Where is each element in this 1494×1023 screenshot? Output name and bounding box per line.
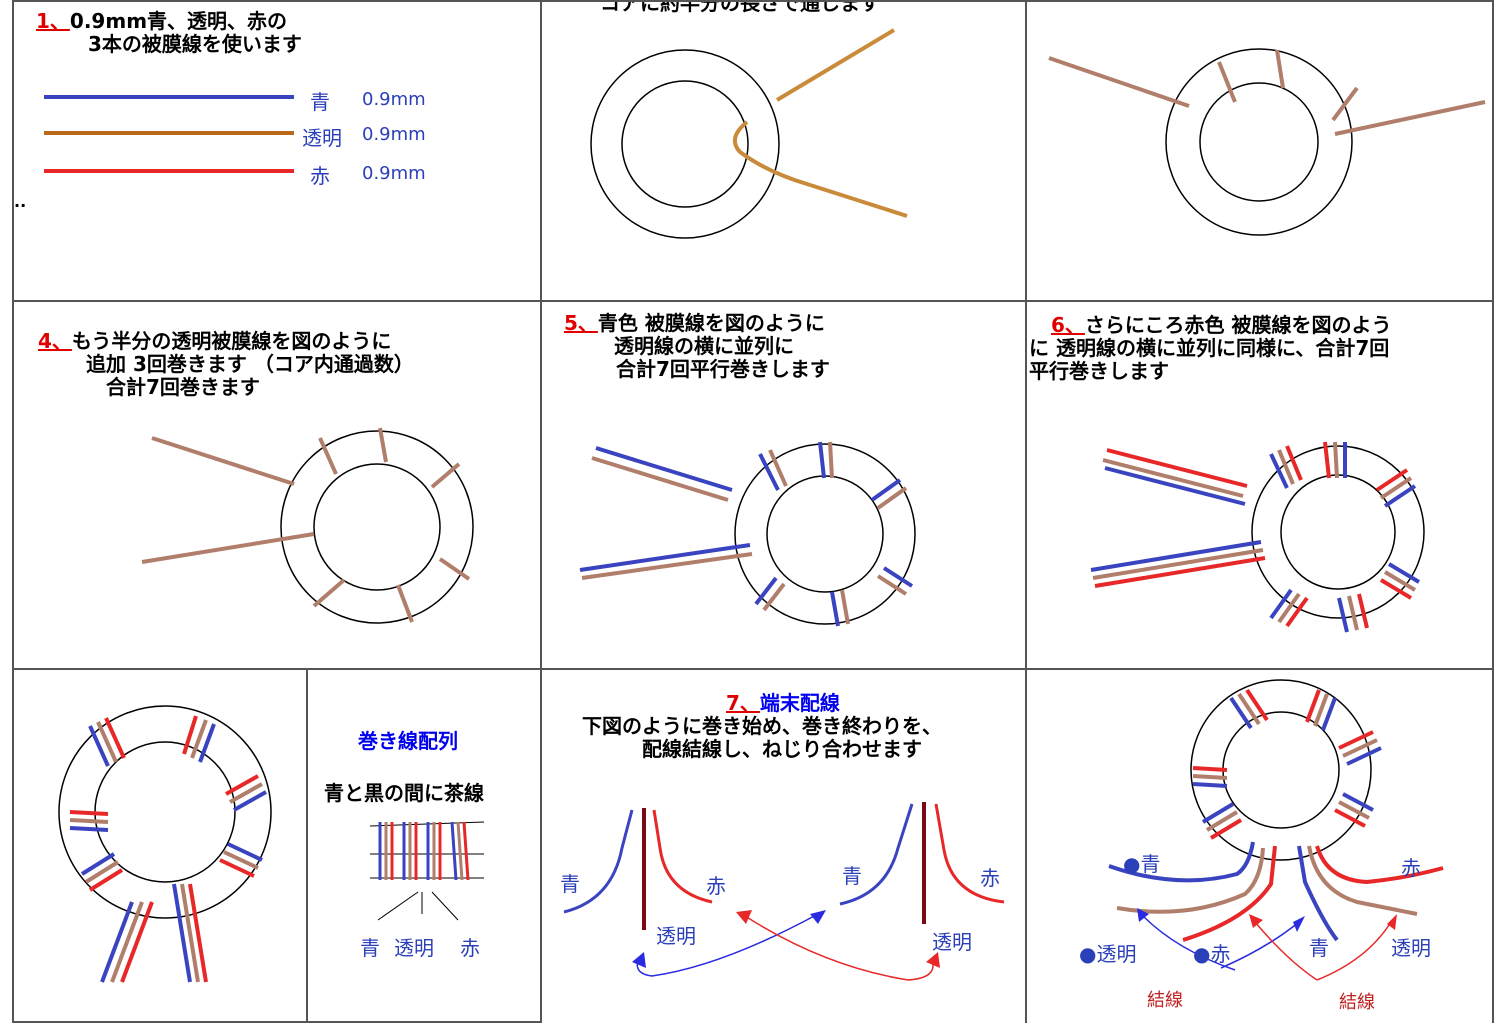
step-4-caption: 4、もう半分の透明被膜線を図のように 追加 3回巻きます （コア内通過数） 合計… — [38, 330, 414, 399]
step-number: 1、 — [36, 9, 70, 33]
label-clear-right: 透明 — [932, 930, 972, 954]
caption-line: 平行巻きします — [1029, 359, 1169, 383]
panel-step-6: 6、さらにころ赤色 被膜線を図のよう に 透明線の横に並列に同様に、合計7回 平… — [1025, 300, 1494, 670]
order-label-clear: 透明 — [394, 936, 434, 960]
panel-winding-order: 巻き線配列 青と黒の間に茶線 青 透明 赤 — [306, 668, 542, 1023]
label-blue-left: 青 — [560, 872, 580, 896]
caption-line: 0.9mm青、透明、赤の — [69, 9, 288, 33]
toroid-7-turns-drawing — [141, 427, 474, 624]
label-join-1: 結線 — [1147, 990, 1183, 1011]
step-number: 6、 — [1051, 313, 1085, 337]
step-number: 7、 — [726, 691, 760, 715]
order-label-red: 赤 — [460, 936, 480, 960]
dots: .. — [14, 192, 27, 211]
label-red: 赤 — [1401, 856, 1421, 880]
step-number: 4、 — [38, 329, 72, 353]
panel-step-3 — [1025, 0, 1494, 302]
step-6-caption: 6、さらにころ赤色 被膜線を図のよう に 透明線の横に並列に同様に、合計7回 平… — [1029, 314, 1392, 383]
panel-finished-toroid — [12, 668, 308, 1023]
panel-step-1: 1、0.9mm青、透明、赤の 3本の被膜線を使います 青 0.9mm 透明 0.… — [12, 0, 542, 302]
legend-red-name: 赤 — [310, 164, 330, 188]
legend-clear-size: 0.9mm — [362, 124, 426, 145]
caption-line: 合計7回巻きます — [106, 375, 260, 399]
step-2-caption: コアに約半分の長さで通します — [600, 0, 880, 15]
label-blue-right: 青 — [842, 864, 862, 888]
toroid-blue-parallel-drawing — [579, 441, 916, 627]
caption-line: 透明線の横に並列に — [614, 334, 794, 358]
toroid-red-parallel-drawing — [1090, 441, 1425, 633]
caption-line: さらにころ赤色 被膜線を図のよう — [1084, 313, 1392, 337]
panel-step-7: 7、端末配線 下図のように巻き始め、巻き終わりを、 配線結線し、ねじり合わせます… — [540, 668, 1027, 1023]
caption-line: 合計7回平行巻きします — [616, 357, 830, 381]
label-clear-dot: ●透明 — [1079, 942, 1137, 966]
label-join-2: 結線 — [1339, 992, 1375, 1013]
legend-red-size: 0.9mm — [362, 163, 426, 184]
step-5-caption: 5、青色 被膜線を図のように 透明線の横に並列に 合計7回平行巻きします — [564, 312, 830, 381]
toroid-winding-drawing — [1048, 48, 1486, 236]
toroid-core-drawing — [590, 28, 908, 239]
step-7-caption: 7、端末配線 下図のように巻き始め、巻き終わりを、 配線結線し、ねじり合わせます — [582, 692, 942, 761]
caption-line: 配線結線し、ねじり合わせます — [642, 737, 922, 761]
caption-line: もう半分の透明被膜線を図のように — [71, 329, 392, 353]
caption-line: 3本の被膜線を使います — [88, 32, 302, 56]
step-7-title: 端末配線 — [759, 691, 840, 715]
step-number: 5、 — [564, 311, 598, 335]
winding-order-subtitle: 青と黒の間に茶線 — [324, 781, 484, 805]
label-clear-left: 透明 — [656, 924, 696, 948]
finished-toroid-drawing — [58, 705, 272, 983]
legend-blue-size: 0.9mm — [362, 89, 426, 110]
legend-clear-name: 透明 — [302, 126, 342, 150]
label-red-left: 赤 — [706, 874, 726, 898]
winding-order-title: 巻き線配列 — [358, 729, 458, 753]
caption-line: 下図のように巻き始め、巻き終わりを、 — [582, 714, 942, 738]
label-blue-dot: ●青 — [1123, 852, 1161, 876]
winding-order-drawing — [369, 821, 485, 921]
final-wiring-drawing — [1108, 679, 1444, 981]
label-clear: 透明 — [1391, 936, 1431, 960]
caption-line: 追加 3回巻きます （コア内通過数） — [86, 352, 414, 376]
legend-blue-name: 青 — [310, 90, 330, 114]
panel-step-2: コアに約半分の長さで通します — [540, 0, 1027, 302]
panel-final-wiring: ●青 赤 ●透明 ●赤 青 透明 結線 結線 — [1025, 668, 1494, 1023]
panel-step-5: 5、青色 被膜線を図のように 透明線の横に並列に 合計7回平行巻きします — [540, 300, 1027, 670]
caption-line: に 透明線の横に並列に同様に、合計7回 — [1029, 336, 1390, 360]
step-1-caption: 1、0.9mm青、透明、赤の 3本の被膜線を使います — [36, 10, 302, 56]
wire-legend-drawing — [44, 95, 294, 173]
label-blue: 青 — [1309, 936, 1329, 960]
order-label-blue: 青 — [360, 936, 380, 960]
terminal-wiring-drawing — [563, 802, 1005, 981]
panel-step-4: 4、もう半分の透明被膜線を図のように 追加 3回巻きます （コア内通過数） 合計… — [12, 300, 542, 670]
caption-line: 青色 被膜線を図のように — [597, 311, 825, 335]
label-red-dot: ●赤 — [1193, 942, 1231, 966]
label-red-right: 赤 — [980, 866, 1000, 890]
